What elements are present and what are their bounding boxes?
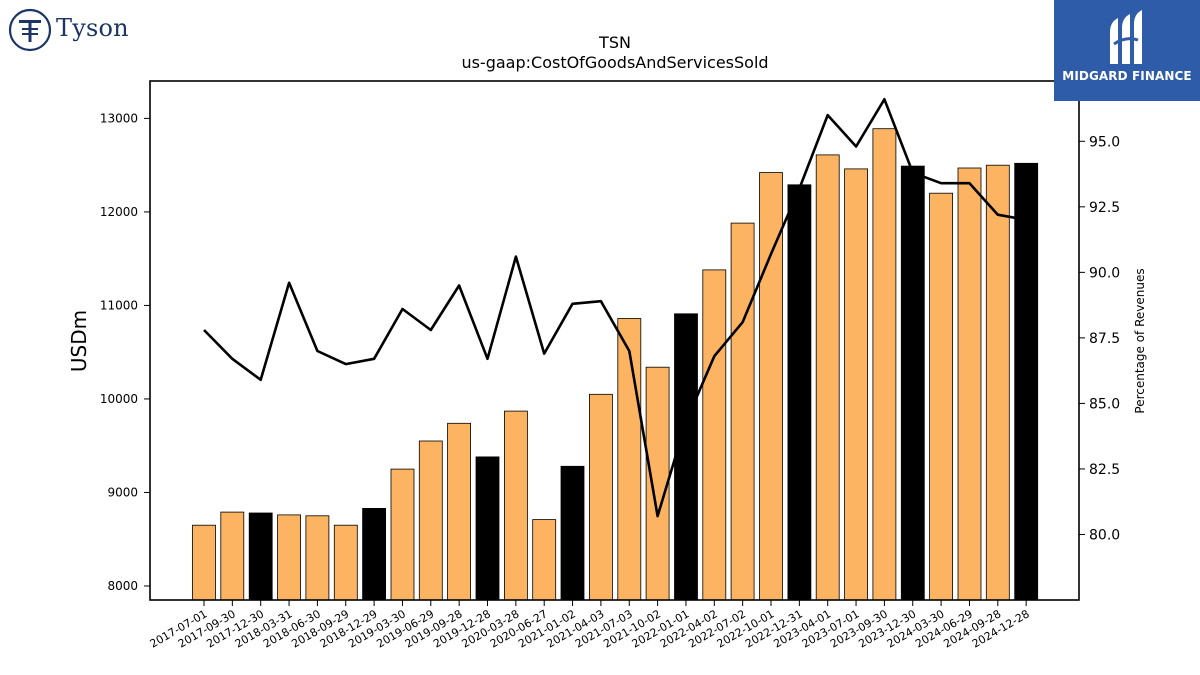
bar-2024-06-29 [957, 167, 982, 601]
bar-2019-06-29 [418, 440, 443, 601]
y2-axis-label: Percentage of Revenues [1133, 268, 1147, 413]
bar-2020-03-28 [503, 410, 528, 601]
y-tick-label: 11000 [100, 298, 138, 312]
y2-tick-label: 82.5 [1089, 462, 1120, 478]
y2-tick-label: 87.5 [1089, 331, 1120, 347]
y-tick-label: 13000 [100, 111, 138, 125]
bar-2023-04-01 [815, 154, 840, 601]
bar-2022-12-31 [787, 184, 812, 601]
bar-2024-09-28 [985, 164, 1010, 601]
bar-2017-12-30 [248, 512, 273, 601]
bar-2017-09-30 [220, 511, 245, 601]
tyson-logo [8, 8, 52, 52]
bar-2018-03-31 [277, 514, 302, 601]
bar-2021-04-03 [589, 393, 613, 601]
bar-2018-12-29 [362, 507, 387, 601]
bar-2023-12-30 [900, 165, 925, 601]
bar-2022-07-02 [730, 222, 755, 601]
y2-tick-label: 92.5 [1089, 200, 1120, 216]
bar-2021-01-02 [560, 465, 585, 601]
bar-2021-10-02 [645, 366, 670, 601]
y2-tick-label: 95.0 [1089, 134, 1120, 150]
y-tick-label: 10000 [100, 392, 138, 406]
bar-2024-03-30 [929, 192, 953, 601]
bar-2019-09-28 [447, 422, 472, 601]
bar-2022-04-02 [702, 269, 727, 601]
plot-frame [149, 80, 1080, 601]
tyson-wordmark: Tyson [56, 14, 129, 42]
y2-tick-label: 80.0 [1089, 527, 1120, 543]
chart-subtitle: us-gaap:CostOfGoodsAndServicesSold [461, 53, 768, 72]
bar-2020-06-27 [532, 519, 557, 601]
bar-2023-07-01 [844, 168, 868, 601]
midgard-finance-logo: MIDGARD FINANCE [1054, 0, 1200, 101]
y2-tick-label: 85.0 [1089, 396, 1120, 412]
y2-tick-label: 90.0 [1089, 265, 1120, 281]
y-axis-label: USDm [67, 310, 91, 372]
bar-2019-03-30 [390, 468, 415, 601]
bar-2019-12-28 [475, 456, 500, 601]
bar-2023-09-30 [872, 128, 897, 601]
chart-title: TSN [598, 33, 631, 52]
bar-2021-07-03 [617, 318, 642, 601]
bar-2018-06-30 [305, 515, 330, 601]
midgard-emblem-icon [1110, 10, 1142, 64]
percentage-line [203, 98, 1027, 518]
midgard-wordmark: MIDGARD FINANCE [1062, 69, 1192, 83]
bar-2022-01-01 [674, 313, 698, 601]
bar-group [192, 128, 1039, 601]
y-tick-label: 9000 [107, 485, 138, 499]
y-tick-label: 12000 [100, 205, 138, 219]
bar-2017-07-01 [192, 524, 216, 601]
bar-2018-09-29 [333, 524, 358, 601]
y-tick-label: 8000 [107, 579, 138, 593]
bar-2024-12-28 [1014, 162, 1039, 601]
